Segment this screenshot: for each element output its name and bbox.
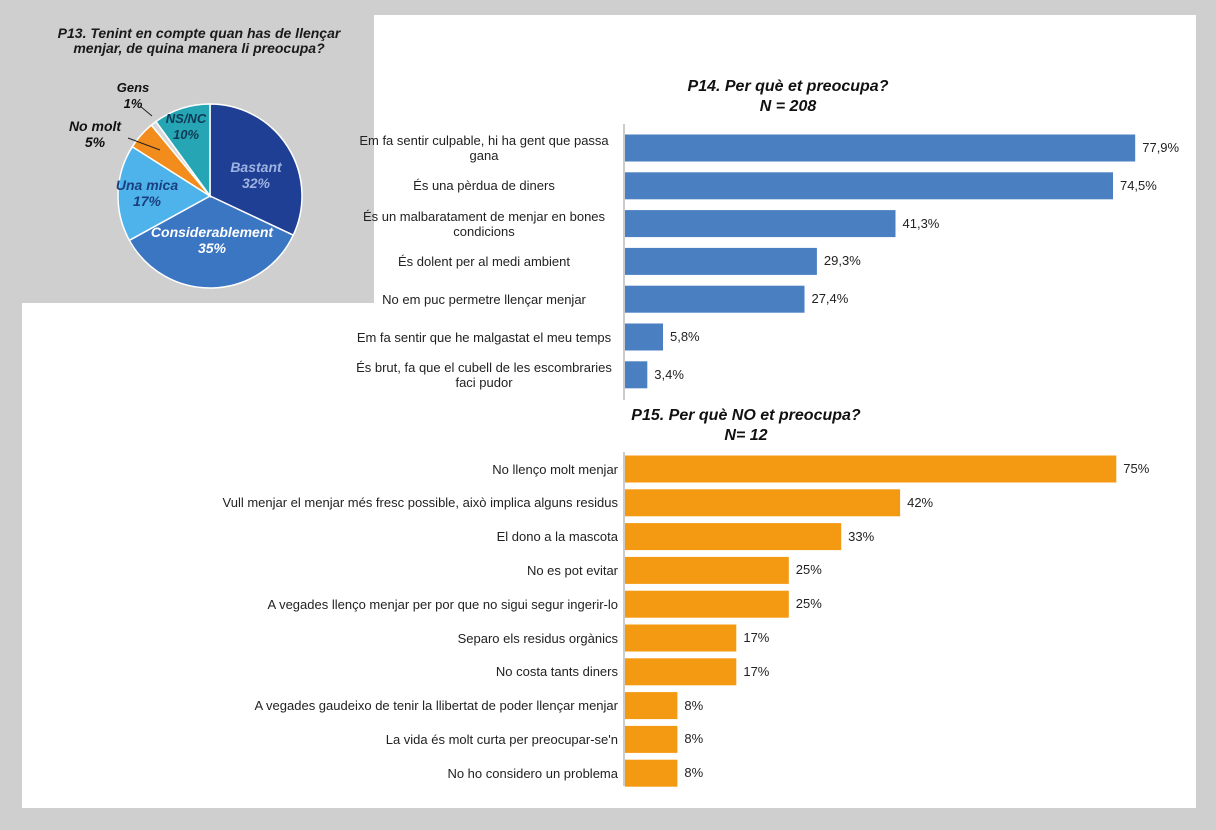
p15-category-label: No es pot evitar xyxy=(526,562,618,578)
p15-category-label: Vull menjar el menjar més fresc possible… xyxy=(222,495,618,511)
pie-slice-label: NS/NC xyxy=(166,111,207,126)
p15-category-label: El dono a la mascota xyxy=(496,529,618,545)
p15-category-label: Separo els residus orgànics xyxy=(457,630,618,646)
p14-bar xyxy=(625,172,1113,200)
pie-slice-value-label: 35% xyxy=(198,240,227,256)
p14-value-label: 29,3% xyxy=(823,253,861,269)
p14-category-label: És una pèrdua de diners xyxy=(413,178,555,194)
p15-value-label: 8% xyxy=(684,731,704,747)
p14-value-label: 74,5% xyxy=(1119,177,1157,193)
p14-bar xyxy=(625,323,663,351)
p15-value-label: 75% xyxy=(1123,461,1150,476)
p14-bar xyxy=(625,134,1136,162)
pie-slice-value-label: 32% xyxy=(242,175,271,191)
p15-bar xyxy=(625,692,678,720)
p14-value-label: 77,9% xyxy=(1142,140,1180,155)
p14-category-label: Em fa sentir que he malgastat el meu tem… xyxy=(356,329,612,345)
p14-category-label: És brut, fa que el cubell de les escombr… xyxy=(356,359,612,390)
pie-slice-considerablement xyxy=(128,195,295,289)
p15-category-label: No llenço molt menjar xyxy=(492,461,618,477)
pie-chart-title: P13. Tenint en compte quan has de llença… xyxy=(57,25,341,56)
p14-bar xyxy=(625,210,896,238)
pie-slice-label: No molt xyxy=(69,118,122,134)
p15-bar xyxy=(625,759,678,787)
pie-slice-una-mica xyxy=(117,145,212,242)
p15-bar xyxy=(625,624,737,652)
pie-slice-label: Considerablement xyxy=(151,224,274,240)
p14-bar xyxy=(625,285,805,313)
p15-bar xyxy=(625,455,1117,483)
p15-bar xyxy=(625,725,678,753)
p14-value-label: 3,4% xyxy=(654,366,684,382)
p14-category-label: Em fa sentir culpable, hi ha gent que pa… xyxy=(359,133,609,163)
p14-category-label: És un malbaratament de menjar en bones c… xyxy=(362,208,606,239)
p14-bar xyxy=(625,361,648,389)
p15-value-label: 25% xyxy=(795,562,822,578)
p15-category-label: A vegades llenço menjar per por que no s… xyxy=(267,596,618,612)
p15-bar xyxy=(625,590,789,618)
p15-chart-title: P15. Per què NO et preocupa? xyxy=(631,407,861,424)
pie-leader-line xyxy=(127,137,161,151)
pie-slice-value-label: 5% xyxy=(85,134,106,150)
p15-bar xyxy=(625,489,901,517)
pie-slice-value-label: 10% xyxy=(173,127,199,142)
p15-value-label: 25% xyxy=(795,596,822,612)
p15-value-label: 8% xyxy=(684,765,704,781)
pie-slice-value-label: 1% xyxy=(124,96,143,111)
p15-bar xyxy=(625,556,789,584)
pie-slice-bastant xyxy=(209,103,303,237)
pie-slice-value-label: 17% xyxy=(133,193,162,209)
p15-value-label: 8% xyxy=(684,697,704,713)
p15-bar xyxy=(625,658,737,686)
p15-chart-subtitle: N= 12 xyxy=(724,427,768,444)
p14-value-label: 41,3% xyxy=(902,215,940,231)
p15-value-label: 17% xyxy=(743,663,770,679)
p14-chart-subtitle: N = 208 xyxy=(759,98,817,115)
p14-value-label: 27,4% xyxy=(811,291,849,307)
pie-slice-label: Gens xyxy=(117,80,150,95)
p15-category-label: No ho considero un problema xyxy=(447,765,618,781)
pie-slice-label: Bastant xyxy=(230,159,283,175)
p14-category-label: És dolent per al medi ambient xyxy=(398,253,570,269)
p15-category-label: A vegades gaudeixo de tenir la llibertat… xyxy=(254,698,618,714)
p15-category-label: La vida és molt curta per preocupar-se'n xyxy=(385,731,618,747)
p15-bar xyxy=(625,523,842,551)
pie-leader-line xyxy=(139,105,153,117)
pie-slice-label: Una mica xyxy=(116,177,178,193)
p14-bar xyxy=(625,247,817,275)
p14-chart-title: P14. Per què et preocupa? xyxy=(687,78,889,95)
p15-category-label: No costa tants diners xyxy=(495,664,618,680)
p15-value-label: 17% xyxy=(743,630,770,645)
pie-slice-ns-nc xyxy=(154,103,211,199)
p15-value-label: 33% xyxy=(848,528,875,544)
p14-category-label: No em puc permetre llençar menjar xyxy=(382,291,586,307)
p15-value-label: 42% xyxy=(907,494,934,510)
p14-value-label: 5,8% xyxy=(669,329,700,344)
